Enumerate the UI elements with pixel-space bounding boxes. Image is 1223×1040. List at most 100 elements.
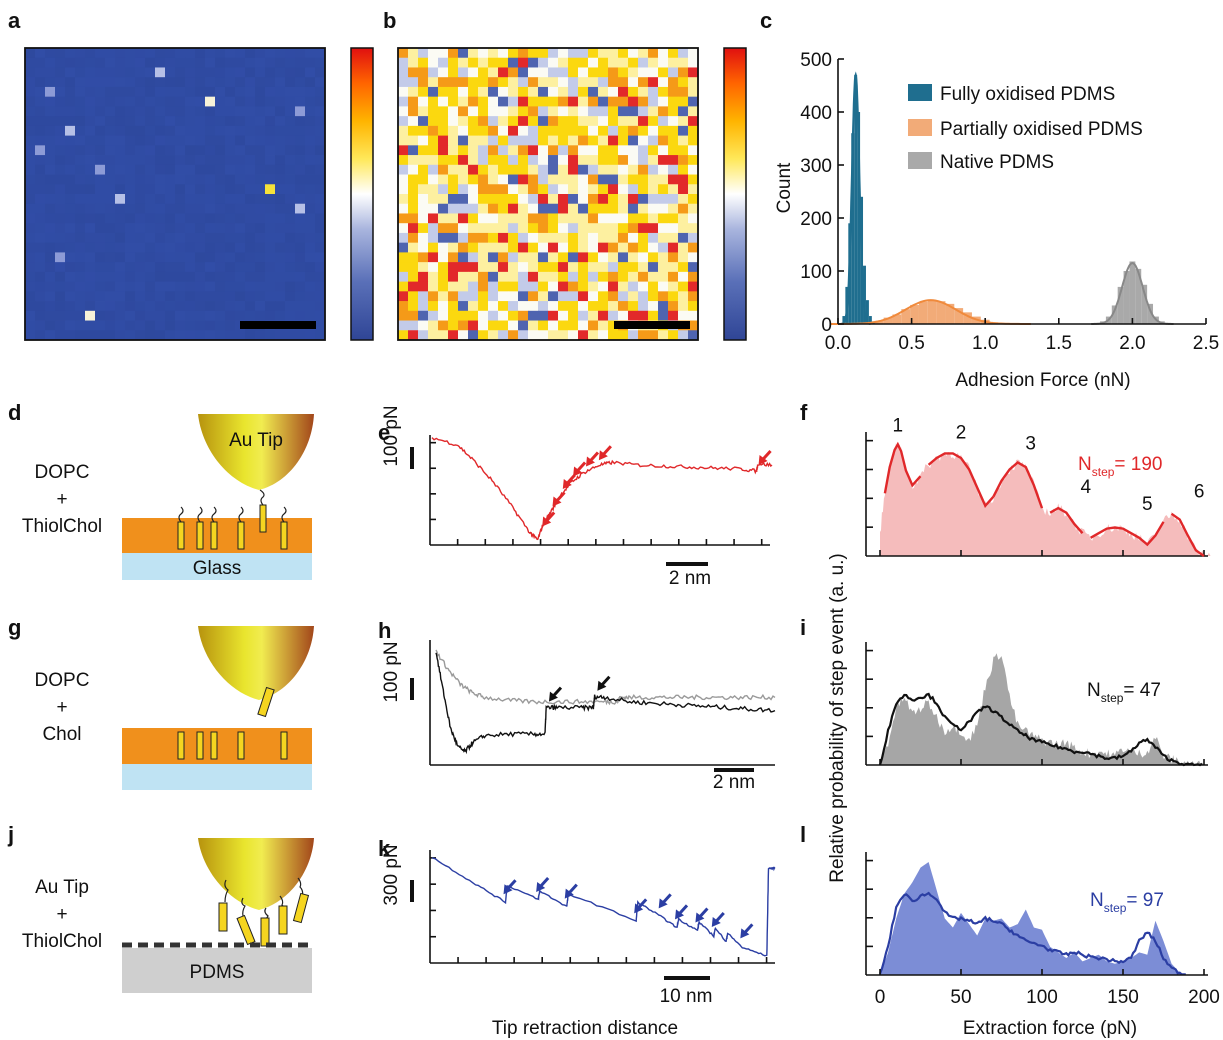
heatmap-b-pixel: [468, 57, 479, 68]
heatmap-b-pixel: [458, 203, 469, 214]
heatmap-b-pixel: [678, 232, 689, 244]
heatmap-b-pixel: [618, 116, 629, 127]
heatmap-b-pixel: [508, 252, 519, 263]
heatmap-a-pixel: [95, 320, 106, 331]
heatmap-a-pixel: [285, 155, 296, 166]
c-x-tick-label: 1.0: [972, 333, 998, 354]
heatmap-b-pixel: [548, 116, 559, 127]
heatmap-b-pixel: [498, 67, 509, 78]
heatmap-a-pixel: [25, 271, 36, 282]
heatmap-b-pixel: [588, 135, 599, 146]
heatmap-a-pixel: [95, 242, 106, 253]
heatmap-a-pixel: [305, 48, 316, 59]
e-arrow-head: [552, 496, 562, 507]
heatmap-b-pixel: [618, 213, 629, 224]
heatmap-b-pixel: [638, 291, 649, 302]
heatmap-a-pixel: [245, 281, 256, 292]
heatmap-a-pixel: [265, 252, 276, 263]
heatmap-a-pixel: [45, 271, 56, 282]
heatmap-b-pixel: [438, 86, 449, 98]
heatmap-a-pixel: [155, 320, 166, 331]
heatmap-a-pixel: [295, 77, 306, 88]
heatmap-a-pixel: [255, 262, 266, 273]
heatmap-b-pixel: [418, 77, 429, 88]
heatmap-a-pixel: [65, 271, 76, 282]
heatmap-b-pixel: [558, 164, 569, 175]
heatmap-b-pixel: [398, 232, 409, 244]
heatmap-b-pixel: [438, 57, 449, 68]
heatmap-a-pixel: [295, 67, 306, 78]
heatmap-a-pixel: [115, 77, 126, 88]
heatmap-a-pixel: [65, 184, 76, 195]
heatmap-a-pixel: [295, 262, 306, 273]
c-xlabel: Adhesion Force (nN): [955, 370, 1130, 391]
heatmap-b-pixel: [668, 310, 679, 321]
c-y-tick-label: 400: [800, 103, 832, 124]
heatmap-a-pixel: [195, 330, 206, 341]
heatmap-a-pixel: [65, 310, 76, 321]
heatmap-a-pixel: [125, 291, 136, 302]
heatmap-b-pixel: [438, 291, 449, 302]
heatmap-a-pixel: [75, 57, 86, 68]
heatmap-b-pixel: [598, 262, 609, 273]
heatmap-a-pixel: [115, 184, 126, 195]
heatmap-b-pixel: [538, 155, 549, 166]
heatmap-b-pixel: [488, 184, 499, 195]
heatmap-b-pixel: [608, 57, 619, 68]
heatmap-b-pixel: [588, 77, 599, 88]
f-peak-label: 4: [1080, 477, 1091, 498]
heatmap-b-pixel: [678, 106, 689, 117]
heatmap-a-pixel: [255, 223, 266, 234]
heatmap-b-pixel: [498, 86, 509, 98]
heatmap-b-pixel: [618, 242, 629, 253]
heatmap-b-pixel: [678, 262, 689, 273]
heatmap-a-pixel: [305, 232, 316, 244]
heatmap-b-pixel: [398, 57, 409, 68]
heatmap-b-pixel: [688, 174, 699, 185]
heatmap-b-pixel: [488, 291, 499, 302]
heatmap-a-pixel: [75, 320, 86, 331]
heatmap-a-pixel: [215, 155, 226, 166]
heatmap-b-pixel: [508, 301, 519, 312]
heatmap-a-pixel: [285, 106, 296, 117]
heatmap-b-pixel: [488, 213, 499, 224]
heatmap-b-pixel: [458, 262, 469, 273]
heatmap-b-pixel: [628, 310, 639, 321]
heatmap-a-pixel: [165, 232, 176, 244]
heatmap-a-pixel: [85, 48, 96, 59]
heatmap-a-pixel: [75, 291, 86, 302]
heatmap-a-pixel: [305, 223, 316, 234]
heatmap-b-pixel: [488, 116, 499, 127]
heatmap-b-pixel: [508, 135, 519, 146]
heatmap-a-pixel: [25, 252, 36, 263]
heatmap-b-pixel: [508, 86, 519, 98]
heatmap-a-pixel: [135, 77, 146, 88]
heatmap-a-pixel: [125, 262, 136, 273]
heatmap-a-pixel: [225, 67, 236, 78]
heatmap-b-pixel: [648, 242, 659, 253]
c-bar: [1111, 305, 1118, 324]
h-arrow-head: [548, 691, 558, 702]
heatmap-b-pixel: [398, 155, 409, 166]
heatmap-a-pixel: [145, 223, 156, 234]
panel-label-j: j: [7, 822, 14, 847]
heatmap-a-pixel: [235, 145, 246, 156]
heatmap-a-pixel: [275, 86, 286, 98]
heatmap-a-pixel: [215, 232, 226, 244]
heatmap-b-pixel: [678, 281, 689, 292]
heatmap-b-pixel: [478, 271, 489, 282]
heatmap-a-pixel: [295, 145, 306, 156]
heatmap-b-pixel: [508, 96, 519, 107]
heatmap-a-pixel: [125, 155, 136, 166]
heatmap-b-pixel: [428, 116, 439, 127]
heatmap-a-pixel: [205, 86, 216, 98]
heatmap-a-pixel: [105, 48, 116, 59]
heatmap-a-pixel: [165, 271, 176, 282]
heatmap-b-pixel: [548, 57, 559, 68]
heatmap-b-pixel: [478, 86, 489, 98]
heatmap-a-pixel: [65, 242, 76, 253]
heatmap-a-pixel: [265, 86, 276, 98]
heatmap-a-pixel: [25, 125, 36, 136]
heatmap-b-pixel: [608, 116, 619, 127]
heatmap-a-pixel: [175, 262, 186, 273]
